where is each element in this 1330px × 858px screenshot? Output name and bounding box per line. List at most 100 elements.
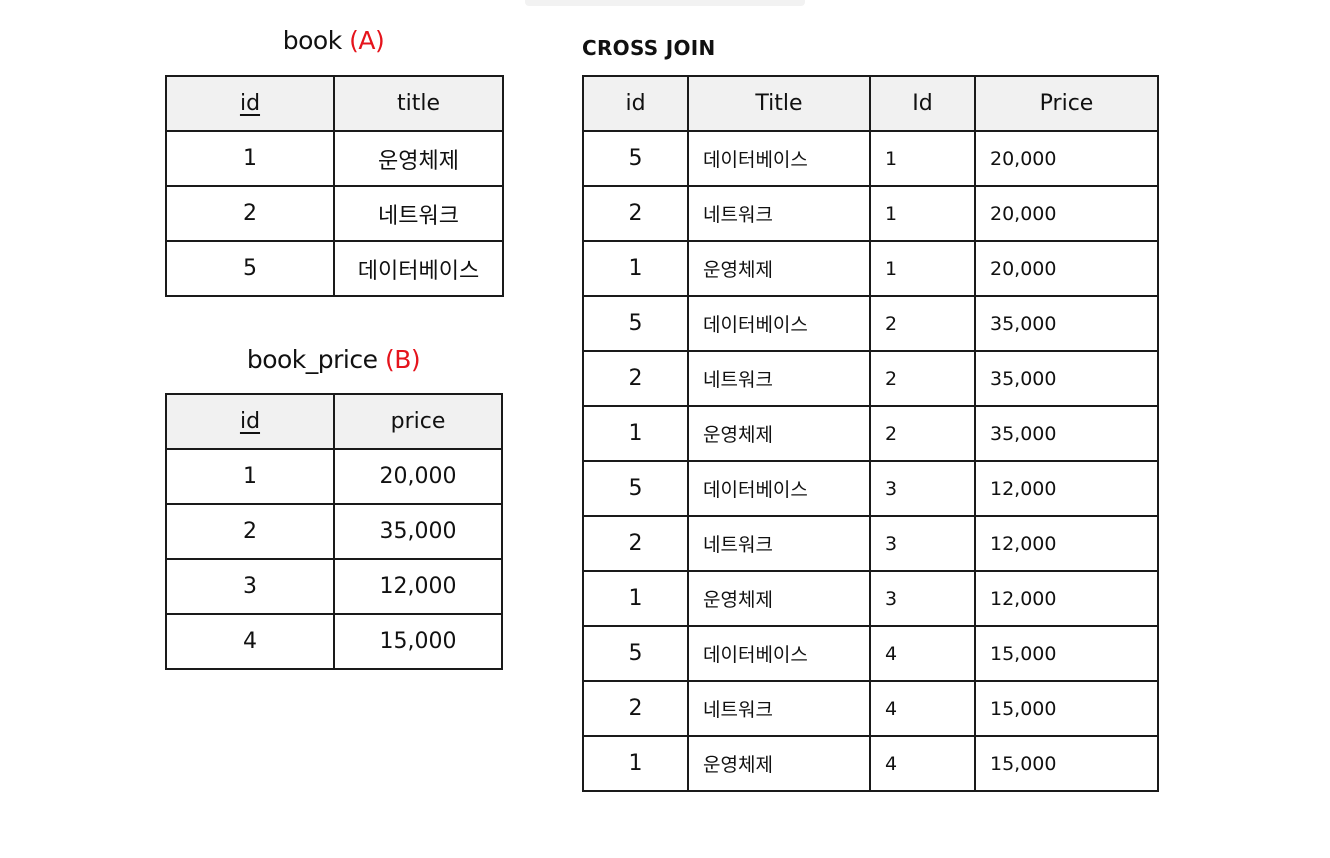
table-row: 5 데이터베이스 2 35,000 (582, 295, 1159, 352)
table-cell: 1 (165, 130, 335, 187)
table-cell: 15,000 (974, 735, 1159, 792)
table-cell: 2 (582, 680, 689, 737)
table-row: 1 운영체제 4 15,000 (582, 735, 1159, 792)
table-a-title: book (282, 26, 342, 55)
cross-join-table-body: 5 데이터베이스 1 20,000 2 네트워크 1 20,000 1 운영체제 1 20,000 5 데… (582, 130, 1159, 792)
table-cell: 35,000 (333, 503, 503, 560)
table-cell: 1 (869, 130, 976, 187)
column-header-id: id (165, 393, 335, 450)
column-header-price: price (333, 393, 503, 450)
top-edge-bar (525, 0, 805, 6)
table-cell: 데이터베이스 (687, 130, 871, 187)
table-cell: 5 (582, 130, 689, 187)
table-row: 4 15,000 (165, 613, 503, 670)
table-cell: 3 (165, 558, 335, 615)
table-cell: 1 (869, 240, 976, 297)
table-cell: 운영체제 (687, 405, 871, 462)
table-cell: 5 (582, 460, 689, 517)
table-row: 2 네트워크 (165, 185, 504, 242)
table-row: 5 데이터베이스 3 12,000 (582, 460, 1159, 517)
table-row: 2 네트워크 4 15,000 (582, 680, 1159, 737)
table-cell: 운영체제 (687, 240, 871, 297)
table-cell: 4 (869, 680, 976, 737)
table-cell: 데이터베이스 (687, 295, 871, 352)
table-cell: 20,000 (974, 185, 1159, 242)
table-row: 3 12,000 (165, 558, 503, 615)
table-cell: 1 (582, 735, 689, 792)
table-cell: 네트워크 (333, 185, 504, 242)
table-cell: 35,000 (974, 350, 1159, 407)
table-header-row: id Title Id Price (582, 75, 1159, 132)
table-cell: 20,000 (333, 448, 503, 505)
table-cell: 35,000 (974, 405, 1159, 462)
table-a-caption: book (A) (165, 26, 502, 55)
table-cell: 2 (869, 295, 976, 352)
table-cell: 20,000 (974, 130, 1159, 187)
table-cell: 데이터베이스 (333, 240, 504, 297)
table-cell: 3 (869, 570, 976, 627)
table-cell: 4 (869, 625, 976, 682)
table-cell: 2 (165, 503, 335, 560)
table-cell: 운영체제 (687, 735, 871, 792)
table-row: 2 네트워크 1 20,000 (582, 185, 1159, 242)
table-cell: 12,000 (974, 515, 1159, 572)
table-cell: 데이터베이스 (687, 625, 871, 682)
book-price-table-body: 1 20,000 2 35,000 3 12,000 4 15,000 (165, 448, 503, 670)
table-cell: 네트워크 (687, 680, 871, 737)
table-cell: 12,000 (974, 460, 1159, 517)
table-row: 5 데이터베이스 (165, 240, 504, 297)
table-cell: 2 (869, 405, 976, 462)
column-header-book-id: Id (869, 75, 976, 132)
book-table-body: 1 운영체제 2 네트워크 5 데이터베이스 (165, 130, 504, 297)
table-cell: 운영체제 (333, 130, 504, 187)
column-header-id: id (165, 75, 335, 132)
table-a-tag: (A) (349, 26, 385, 55)
table-cell: 1 (582, 240, 689, 297)
table-b-caption: book_price (B) (165, 345, 502, 374)
table-cell: 데이터베이스 (687, 460, 871, 517)
table-row: 1 운영체제 1 20,000 (582, 240, 1159, 297)
table-cell: 3 (869, 460, 976, 517)
table-cell: 5 (582, 295, 689, 352)
table-row: 5 데이터베이스 4 15,000 (582, 625, 1159, 682)
column-header-title: Title (687, 75, 871, 132)
table-cell: 12,000 (974, 570, 1159, 627)
table-row: 1 운영체제 2 35,000 (582, 405, 1159, 462)
table-cell: 2 (582, 185, 689, 242)
table-header-row: id title (165, 75, 504, 132)
table-cell: 2 (869, 350, 976, 407)
table-cell: 2 (582, 350, 689, 407)
table-row: 1 운영체제 (165, 130, 504, 187)
table-cell: 5 (165, 240, 335, 297)
table-cell: 1 (582, 570, 689, 627)
book-price-table: id price 1 20,000 2 35,000 3 12,000 4 15,000 (165, 393, 503, 670)
table-cell: 네트워크 (687, 185, 871, 242)
table-cell: 20,000 (974, 240, 1159, 297)
table-cell: 1 (582, 405, 689, 462)
table-cell: 5 (582, 625, 689, 682)
column-header-title: title (333, 75, 504, 132)
table-b-title: book_price (246, 345, 378, 374)
table-cell: 12,000 (333, 558, 503, 615)
table-cell: 1 (869, 185, 976, 242)
table-row: 1 20,000 (165, 448, 503, 505)
table-row: 1 운영체제 3 12,000 (582, 570, 1159, 627)
table-row: 5 데이터베이스 1 20,000 (582, 130, 1159, 187)
table-cell: 네트워크 (687, 350, 871, 407)
table-b-tag: (B) (384, 345, 421, 374)
table-cell: 4 (165, 613, 335, 670)
table-row: 2 네트워크 2 35,000 (582, 350, 1159, 407)
table-cell: 4 (869, 735, 976, 792)
table-row: 2 네트워크 3 12,000 (582, 515, 1159, 572)
table-cell: 15,000 (333, 613, 503, 670)
table-cell: 15,000 (974, 625, 1159, 682)
table-row: 2 35,000 (165, 503, 503, 560)
table-cell: 35,000 (974, 295, 1159, 352)
table-cell: 네트워크 (687, 515, 871, 572)
cross-join-title: CROSS JOIN (582, 36, 716, 60)
table-cell: 2 (582, 515, 689, 572)
table-cell: 2 (165, 185, 335, 242)
table-cell: 15,000 (974, 680, 1159, 737)
column-header-id: id (582, 75, 689, 132)
table-header-row: id price (165, 393, 503, 450)
